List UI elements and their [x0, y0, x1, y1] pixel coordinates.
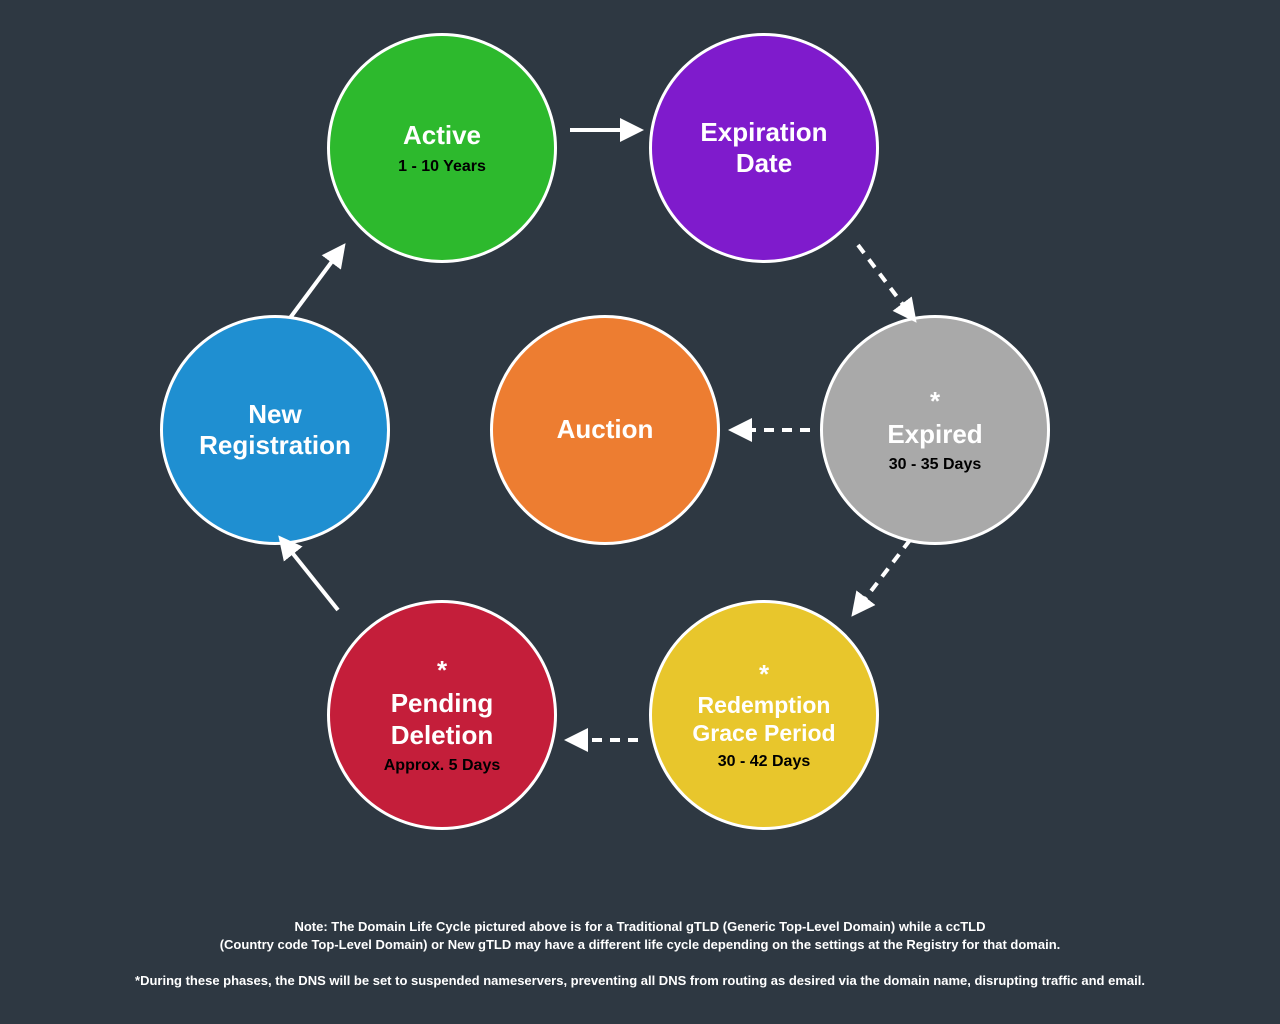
node-newreg-title1: New — [248, 399, 301, 430]
footnote-note-line2: (Country code Top-Level Domain) or New g… — [220, 937, 1061, 952]
node-expired-asterisk: * — [930, 386, 940, 417]
node-expiration: Expiration Date — [649, 33, 879, 263]
node-active-subtitle: 1 - 10 Years — [398, 158, 486, 176]
node-expired-subtitle: 30 - 35 Days — [889, 456, 982, 474]
node-expiration-title1: Expiration — [700, 117, 827, 148]
node-redemption-subtitle: 30 - 42 Days — [718, 753, 811, 771]
node-redemption-title2: Grace Period — [692, 720, 835, 748]
node-expired-title: Expired — [887, 419, 982, 450]
node-new-registration: New Registration — [160, 315, 390, 545]
node-pending-title2: Deletion — [391, 720, 494, 751]
node-active-title: Active — [403, 120, 481, 151]
node-active: Active 1 - 10 Years — [327, 33, 557, 263]
node-auction: Auction — [490, 315, 720, 545]
node-expired: * Expired 30 - 35 Days — [820, 315, 1050, 545]
footnote-note: Note: The Domain Life Cycle pictured abo… — [0, 918, 1280, 954]
footnote-note-line1: Note: The Domain Life Cycle pictured abo… — [294, 919, 985, 934]
node-redemption-title1: Redemption — [698, 692, 831, 720]
node-pending-subtitle: Approx. 5 Days — [384, 757, 500, 775]
node-expiration-title2: Date — [736, 148, 792, 179]
node-pending: * Pending Deletion Approx. 5 Days — [327, 600, 557, 830]
node-pending-asterisk: * — [437, 655, 447, 686]
node-redemption: * Redemption Grace Period 30 - 42 Days — [649, 600, 879, 830]
node-pending-title1: Pending — [391, 688, 494, 719]
node-auction-title: Auction — [557, 414, 654, 445]
footnote-asterisk: *During these phases, the DNS will be se… — [0, 972, 1280, 990]
node-redemption-asterisk: * — [759, 659, 769, 690]
node-newreg-title2: Registration — [199, 430, 351, 461]
